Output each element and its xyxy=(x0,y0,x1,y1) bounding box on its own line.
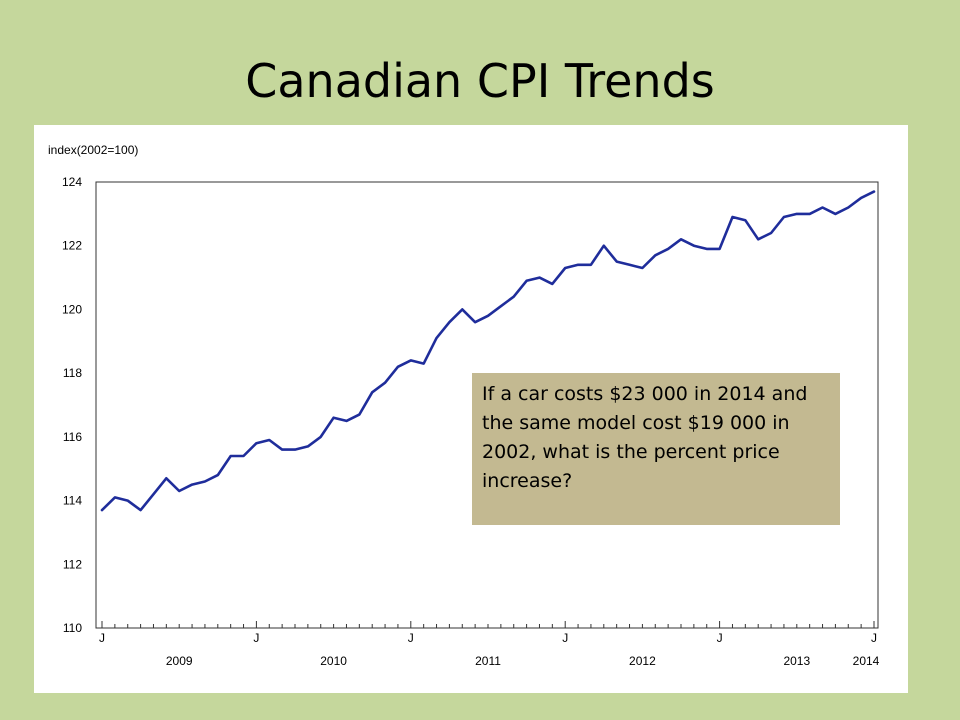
x-axis-ticks xyxy=(101,621,875,628)
x-month-label: J xyxy=(408,631,414,645)
cpi-line-chart: index(2002=100) 110 112 114 116 118 120 122 124… xyxy=(48,143,880,668)
y-tick-label: 120 xyxy=(62,302,82,316)
x-month-label: J xyxy=(253,631,259,645)
y-tick-label: 118 xyxy=(63,366,82,380)
x-year-label: 2010 xyxy=(320,654,347,668)
x-month-label: J xyxy=(562,631,568,645)
x-month-label: J xyxy=(717,631,723,645)
y-tick-label: 114 xyxy=(63,494,82,508)
y-tick-label: 116 xyxy=(63,430,82,444)
y-axis-ticks: 110 112 114 116 118 120 122 124 xyxy=(62,175,82,635)
x-month-label: J xyxy=(99,631,105,645)
x-month-label: J xyxy=(871,631,877,645)
y-tick-label: 122 xyxy=(62,239,82,253)
slide-title: Canadian CPI Trends xyxy=(245,54,715,108)
x-year-label: 2013 xyxy=(783,654,810,668)
question-callout: If a car costs $23 000 in 2014 and the s… xyxy=(472,373,840,525)
x-year-label: 2009 xyxy=(166,654,193,668)
y-tick-label: 110 xyxy=(63,621,82,635)
plot-frame xyxy=(95,181,879,629)
y-tick-label: 124 xyxy=(62,175,82,189)
y-tick-label: 112 xyxy=(63,557,82,571)
x-year-label: 2014 xyxy=(853,654,880,668)
x-year-label: 2011 xyxy=(475,654,501,668)
y-axis-label: index(2002=100) xyxy=(48,143,138,157)
cpi-series-line xyxy=(100,190,876,512)
x-axis-labels: J J J J J J 2009 2010 2011 2012 2013 2014 xyxy=(99,631,880,668)
x-year-label: 2012 xyxy=(629,654,656,668)
